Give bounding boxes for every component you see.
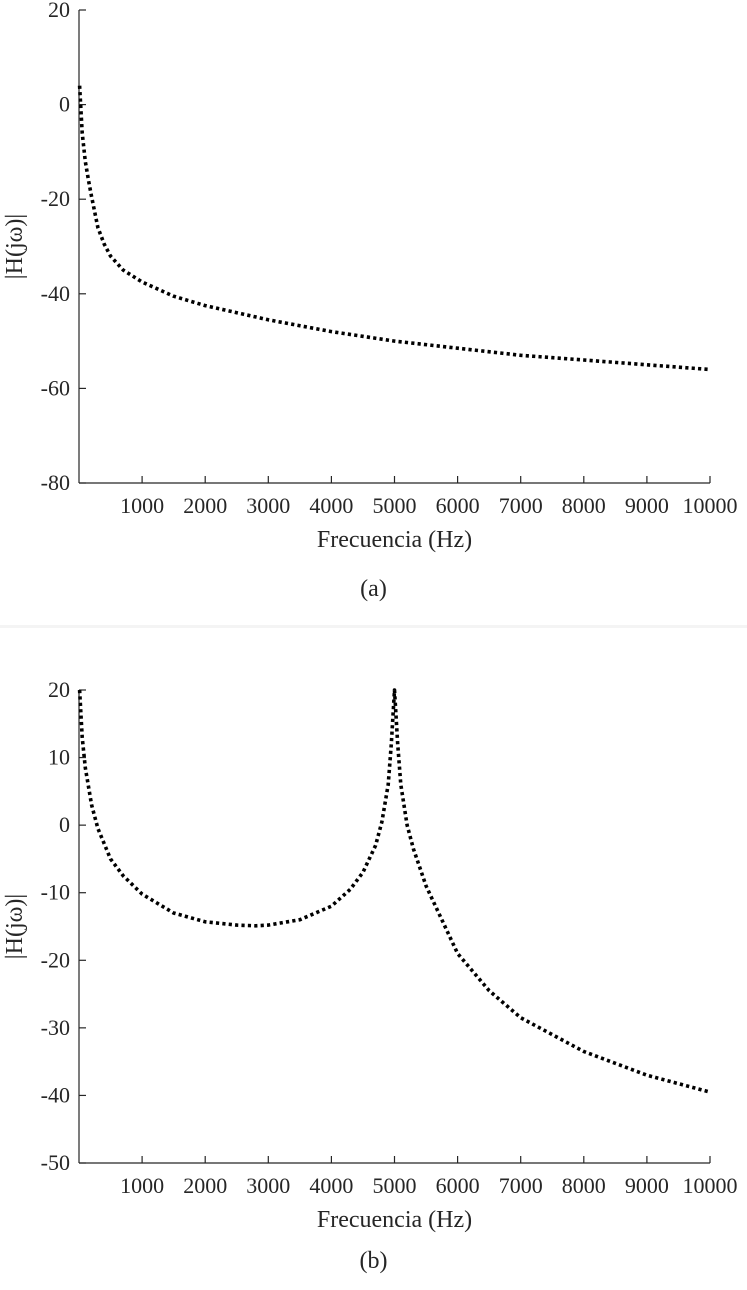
- chart-b-x-tick-label: 10000: [683, 1173, 738, 1198]
- chart-a-y-tick-label: -60: [41, 375, 70, 400]
- chart-b-x-tick-label: 5000: [373, 1173, 417, 1198]
- chart-b-x-tick-label: 6000: [436, 1173, 480, 1198]
- chart-b-x-tick-label: 3000: [246, 1173, 290, 1198]
- chart-a-y-axis-label: |H(jω)|: [2, 214, 28, 279]
- chart-b-y-tick-label: 0: [59, 812, 70, 837]
- chart-a-plot: 20 0 -20 -40 -60 -80 1000 2000 3000 4000 5000 6000 7…: [2, 0, 738, 553]
- chart-a-x-tick-label: 5000: [373, 493, 417, 518]
- chart-a-x-tick-label: 10000: [683, 493, 738, 518]
- chart-b-x-tick-label: 4000: [309, 1173, 353, 1198]
- chart-b-x-tick-label: 7000: [499, 1173, 543, 1198]
- chart-b-y-tick-label: -30: [41, 1015, 70, 1040]
- chart-a-x-tick-label: 2000: [183, 493, 227, 518]
- chart-a-y-tick-label: 0: [59, 92, 70, 117]
- chart-b-y-tick-label: 10: [48, 745, 70, 770]
- chart-a-y-tick-label: 20: [48, 0, 70, 22]
- chart-a-x-tick-label: 3000: [246, 493, 290, 518]
- chart-a-caption: (a): [360, 576, 387, 602]
- chart-b-x-tick-label: 8000: [562, 1173, 606, 1198]
- chart-b-x-tick-label: 1000: [120, 1173, 164, 1198]
- chart-b-x-tick-label: 2000: [183, 1173, 227, 1198]
- chart-a-x-tick-label: 6000: [436, 493, 480, 518]
- chart-b-y-tick-label: -40: [41, 1082, 70, 1107]
- chart-a-series-line: [77, 85, 711, 372]
- chart-b-series-line: [77, 688, 711, 1094]
- chart-b-y-tick-label: -50: [41, 1150, 70, 1175]
- chart-b-y-tick-label: -10: [41, 880, 70, 905]
- chart-a-x-axis-label: Frecuencia (Hz): [317, 527, 472, 553]
- chart-a-x-tick-label: 9000: [625, 493, 669, 518]
- panel-separator: [0, 625, 747, 628]
- chart-panel-a: 20 0 -20 -40 -60 -80 1000 2000 3000 4000 5000 6000 7…: [0, 0, 747, 625]
- chart-a-x-tick-label: 1000: [120, 493, 164, 518]
- chart-a-x-tick-label: 4000: [309, 493, 353, 518]
- chart-b-caption: (b): [359, 1248, 388, 1274]
- chart-a-y-tick-label: -20: [41, 186, 70, 211]
- chart-b-plot: 20 10 0 -10 -20 -30 -40 -50 1000 2000 3000 4000 5000…: [2, 677, 738, 1233]
- chart-b-y-tick-label: -20: [41, 947, 70, 972]
- chart-b-y-axis-label: |H(jω)|: [2, 894, 28, 959]
- chart-b-y-tick-label: 20: [48, 677, 70, 702]
- chart-a-x-tick-label: 7000: [499, 493, 543, 518]
- chart-panel-b: 20 10 0 -10 -20 -30 -40 -50 1000 2000 3000 4000 5000…: [0, 628, 747, 1290]
- chart-a-y-tick-label: -80: [41, 470, 70, 495]
- chart-a-y-tick-label: -40: [41, 281, 70, 306]
- chart-a-x-tick-label: 8000: [562, 493, 606, 518]
- chart-b-x-axis-label: Frecuencia (Hz): [317, 1207, 472, 1233]
- chart-b-x-tick-label: 9000: [625, 1173, 669, 1198]
